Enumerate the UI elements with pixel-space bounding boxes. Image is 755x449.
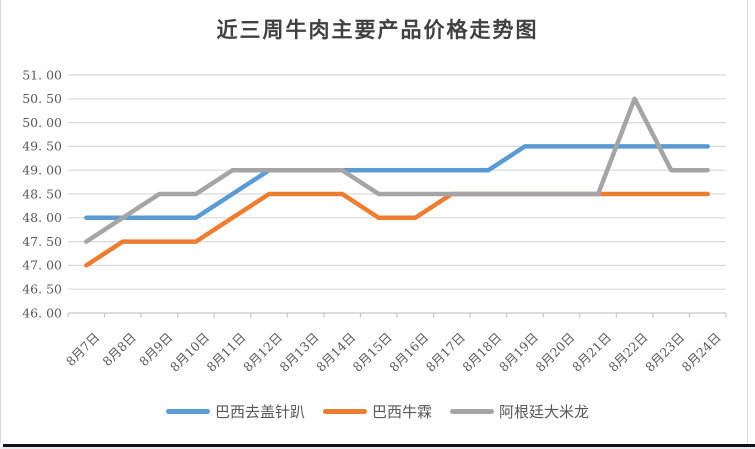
y-axis-tick-label: 49. 00 [22, 163, 62, 178]
chart-legend: 巴西去盖针趴 巴西牛霖 阿根廷大米龙 [0, 401, 755, 422]
x-axis-tick-label: 8月11日 [203, 330, 248, 375]
legend-label-series-2: 阿根廷大米龙 [499, 404, 590, 421]
legend-line-swatch-blue [165, 409, 210, 414]
y-axis-tick-label: 47. 00 [22, 258, 62, 273]
x-axis-tick-label: 8月7日 [63, 330, 103, 370]
y-axis-tick-label: 46. 00 [22, 305, 62, 320]
legend-label-series-1: 巴西牛霖 [371, 404, 432, 421]
legend-item-series-1[interactable]: 巴西牛霖 [322, 401, 432, 422]
y-axis-tick-label: 49. 50 [22, 139, 62, 154]
right-edge-line [747, 0, 748, 449]
series-line-1 [84, 191, 710, 268]
legend-item-series-2[interactable]: 阿根廷大米龙 [450, 401, 589, 422]
x-axis-tick-label: 8月10日 [167, 330, 212, 375]
legend-item-series-0[interactable]: 巴西去盖针趴 [165, 401, 305, 422]
bottom-edge-highlight [0, 447, 755, 449]
legend-label-series-0: 巴西去盖针趴 [214, 404, 305, 421]
chart-title: 近三周牛肉主要产品价格走势图 [216, 19, 539, 42]
x-axis-tick-label: 8月22日 [606, 330, 651, 375]
x-axis-tick-label: 8月18日 [459, 330, 504, 375]
x-axis-tick-label: 8月8日 [99, 330, 139, 370]
legend-line-swatch-gray [450, 409, 494, 414]
y-axis-tick-label: 48. 00 [22, 210, 62, 225]
left-edge-line [0, 0, 1, 443]
x-axis-tick-label: 8月15日 [350, 330, 395, 375]
x-axis-tick-label: 8月23日 [642, 330, 687, 375]
y-axis-tick-label: 50. 00 [22, 115, 62, 130]
x-axis-tick-label: 8月19日 [496, 330, 541, 375]
x-axis-tick-label: 8月20日 [532, 330, 577, 375]
bottom-border-bar [3, 444, 755, 447]
y-axis-tick-label: 50. 50 [22, 91, 62, 106]
y-axis-tick-label: 47. 50 [22, 234, 62, 249]
series-line-0 [84, 144, 710, 221]
series-line-2 [84, 96, 710, 244]
x-axis-tick-label: 8月13日 [277, 330, 322, 375]
x-axis-tick-label: 8月17日 [423, 330, 468, 375]
y-axis-tick-label: 51. 00 [22, 67, 62, 82]
y-axis-tick-label: 46. 50 [22, 282, 62, 297]
legend-line-swatch-orange [322, 409, 367, 414]
x-axis-tick-label: 8月16日 [386, 330, 431, 375]
x-axis-tick-label: 8月14日 [313, 330, 358, 375]
x-axis-tick-label: 8月21日 [569, 330, 614, 375]
y-axis-tick-label: 48. 50 [22, 186, 62, 201]
x-axis-tick-label: 8月12日 [240, 330, 285, 375]
x-axis-tick-label: 8月24日 [679, 330, 724, 375]
